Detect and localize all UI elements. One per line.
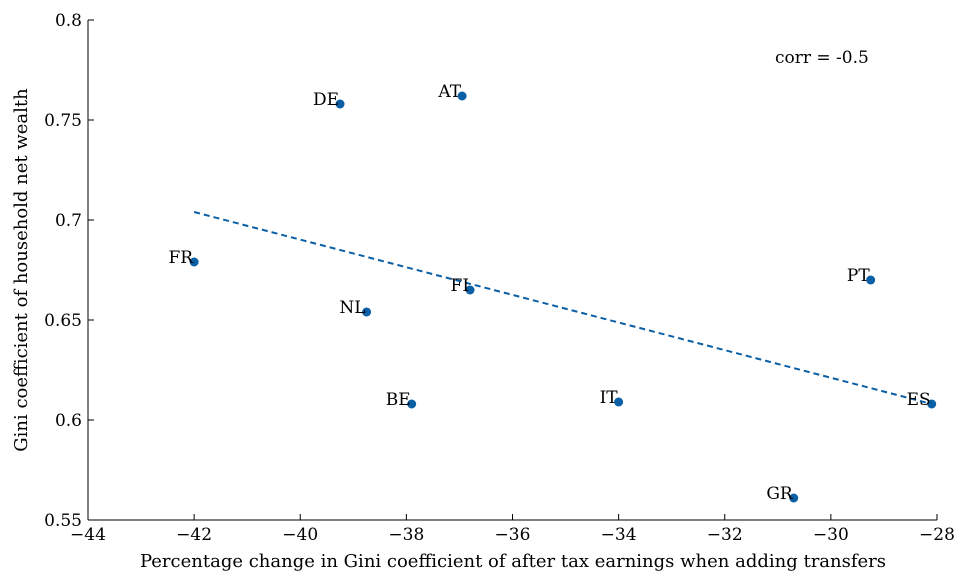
point-label-it: IT [600, 388, 619, 408]
x-tick-label: −44 [70, 525, 106, 545]
data-point-gr [789, 493, 799, 503]
point-label-fr: FR [169, 248, 195, 268]
x-tick-label: −28 [919, 525, 954, 545]
correlation-annotation: corr = -0.5 [775, 48, 869, 68]
data-point-fi [465, 285, 475, 295]
y-tick-label: 0.6 [55, 411, 82, 431]
y-tick-label: 0.65 [44, 311, 82, 331]
data-point-es [927, 399, 937, 409]
point-label-fi: FI [451, 276, 470, 296]
point-label-gr: GR [766, 484, 794, 504]
point-label-es: ES [907, 390, 931, 410]
y-axis-title: Gini coefficient of household net wealth [11, 88, 32, 452]
x-tick-label: −36 [495, 525, 531, 545]
data-point-nl [362, 307, 372, 317]
point-label-be: BE [386, 390, 411, 410]
x-tick-label: −30 [813, 525, 849, 545]
trendline [193, 211, 932, 405]
y-tick-label: 0.8 [55, 11, 82, 31]
y-tick-label: 0.55 [44, 511, 82, 531]
points-group [189, 91, 937, 503]
axes: −44 −42 −40 −38 −36 −34 −32 −30 −28 0.55 0.6 0.65 0.… [44, 11, 954, 545]
point-label-de: DE [313, 90, 339, 110]
x-tick-label: −34 [601, 525, 637, 545]
y-tick-label: 0.7 [55, 211, 82, 231]
y-tick-label: 0.75 [44, 111, 82, 131]
point-label-nl: NL [339, 298, 365, 318]
data-point-be [407, 399, 417, 409]
data-point-pt [866, 275, 876, 285]
x-tick-label: −38 [388, 525, 424, 545]
data-point-at [457, 91, 467, 101]
x-tick-label: −42 [176, 525, 212, 545]
data-point-fr [189, 257, 199, 267]
data-point-de [335, 99, 345, 109]
point-label-pt: PT [847, 266, 870, 286]
data-point-it [614, 397, 624, 407]
x-tick-label: −40 [282, 525, 318, 545]
trendline-group [193, 211, 932, 405]
x-axis-title: Percentage change in Gini coefficient of… [140, 551, 886, 571]
point-labels-group: DE AT FR FI PT NL BE IT ES GR [169, 82, 931, 504]
point-label-at: AT [437, 82, 461, 102]
x-tick-label: −32 [707, 525, 743, 545]
